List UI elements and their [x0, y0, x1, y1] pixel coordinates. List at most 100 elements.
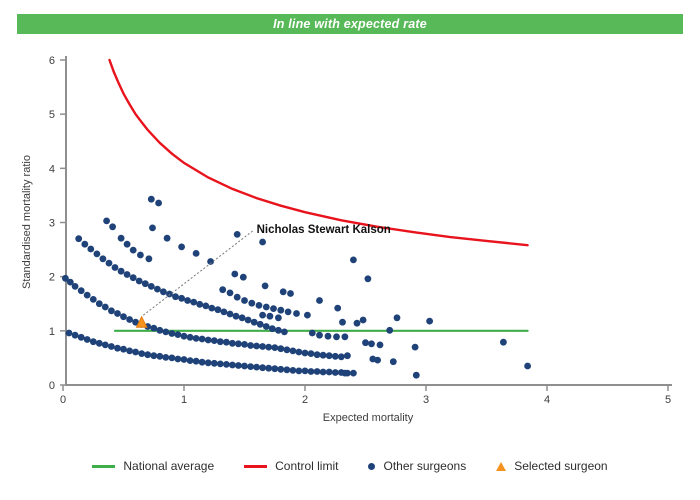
surgeon-dot[interactable] [235, 362, 242, 369]
surgeon-dot[interactable] [301, 349, 309, 357]
surgeon-dot[interactable] [233, 231, 241, 238]
surgeon-dot[interactable] [65, 329, 73, 337]
surgeon-dot[interactable] [95, 339, 103, 347]
surgeon-dot[interactable] [77, 287, 85, 295]
surgeon-dot[interactable] [198, 358, 206, 366]
surgeon-dot[interactable] [350, 256, 357, 264]
surgeon-dot[interactable] [287, 290, 294, 297]
surgeon-dot[interactable] [226, 289, 234, 297]
surgeon-dot[interactable] [333, 333, 340, 341]
surgeon-dot[interactable] [144, 351, 152, 359]
surgeon-dot[interactable] [308, 329, 316, 337]
surgeon-dot[interactable] [117, 267, 125, 275]
surgeon-dot[interactable] [196, 300, 204, 308]
surgeon-dot[interactable] [265, 343, 273, 351]
surgeon-dot[interactable] [283, 346, 291, 354]
surgeon-dot[interactable] [89, 338, 97, 346]
surgeon-dot[interactable] [289, 347, 297, 355]
surgeon-dot[interactable] [204, 336, 212, 344]
surgeon-dot[interactable] [162, 354, 170, 361]
surgeon-dot[interactable] [87, 245, 95, 253]
surgeon-dot[interactable] [324, 332, 332, 340]
surgeon-dot[interactable] [192, 335, 200, 342]
surgeon-dot[interactable] [364, 275, 372, 283]
surgeon-dot[interactable] [313, 351, 321, 359]
surgeon-dot[interactable] [253, 342, 260, 350]
surgeon-dot[interactable] [295, 367, 303, 375]
surgeon-dot[interactable] [103, 217, 110, 225]
surgeon-dot[interactable] [141, 280, 149, 288]
surgeon-dot[interactable] [219, 286, 227, 294]
surgeon-dot[interactable] [220, 308, 228, 316]
surgeon-dot[interactable] [229, 339, 236, 347]
surgeon-dot[interactable] [411, 343, 419, 351]
surgeon-dot[interactable] [178, 243, 186, 251]
surgeon-dot[interactable] [233, 293, 241, 301]
surgeon-dot[interactable] [93, 250, 101, 258]
surgeon-dot[interactable] [120, 345, 127, 353]
surgeon-dot[interactable] [337, 353, 345, 361]
surgeon-dot[interactable] [109, 223, 116, 231]
surgeon-dot[interactable] [114, 310, 121, 317]
surgeon-dot[interactable] [277, 306, 285, 314]
surgeon-dot[interactable] [180, 332, 188, 340]
surgeon-dot[interactable] [231, 270, 239, 278]
surgeon-dot[interactable] [160, 288, 167, 296]
surgeon-dot[interactable] [316, 297, 323, 304]
surgeon-dot[interactable] [341, 333, 349, 341]
surgeon-dot[interactable] [214, 306, 222, 314]
surgeon-dot[interactable] [123, 271, 131, 278]
surgeon-dot[interactable] [105, 259, 113, 267]
surgeon-dot[interactable] [295, 348, 303, 356]
surgeon-dot[interactable] [325, 352, 333, 360]
surgeon-dot[interactable] [426, 317, 433, 325]
surgeon-dot[interactable] [126, 347, 133, 355]
surgeon-dot[interactable] [259, 364, 266, 372]
surgeon-dot[interactable] [178, 294, 186, 302]
surgeon-dot[interactable] [111, 264, 119, 271]
surgeon-dot[interactable] [307, 368, 315, 375]
surgeon-dot[interactable] [154, 285, 161, 293]
surgeon-dot[interactable] [156, 326, 164, 334]
surgeon-dot[interactable] [319, 351, 327, 359]
surgeon-dot[interactable] [232, 312, 240, 320]
surgeon-dot[interactable] [259, 311, 266, 319]
surgeon-dot[interactable] [304, 311, 311, 319]
surgeon-dot[interactable] [204, 359, 212, 367]
surgeon-dot[interactable] [89, 296, 97, 303]
surgeon-dot[interactable] [126, 316, 133, 323]
surgeon-dot[interactable] [238, 314, 246, 322]
surgeon-dot[interactable] [275, 314, 282, 322]
selected-surgeon-marker[interactable] [135, 315, 148, 328]
surgeon-dot[interactable] [339, 318, 346, 326]
surgeon-dot[interactable] [101, 303, 109, 311]
surgeon-dot[interactable] [114, 344, 121, 352]
surgeon-dot[interactable] [334, 304, 342, 312]
surgeon-dot[interactable] [168, 354, 176, 362]
surgeon-dot[interactable] [350, 369, 357, 377]
surgeon-dot[interactable] [132, 318, 140, 326]
surgeon-dot[interactable] [223, 338, 230, 346]
surgeon-dot[interactable] [117, 234, 125, 242]
surgeon-dot[interactable] [108, 343, 115, 350]
surgeon-dot[interactable] [241, 341, 248, 348]
surgeon-dot[interactable] [271, 344, 279, 351]
surgeon-dot[interactable] [284, 308, 292, 316]
surgeon-dot[interactable] [331, 352, 339, 360]
surgeon-dot[interactable] [162, 328, 170, 336]
surgeon-dot[interactable] [149, 224, 156, 232]
surgeon-dot[interactable] [241, 362, 248, 370]
surgeon-dot[interactable] [250, 318, 258, 326]
surgeon-dot[interactable] [207, 258, 215, 265]
surgeon-dot[interactable] [256, 320, 264, 328]
surgeon-dot[interactable] [500, 338, 507, 346]
surgeon-dot[interactable] [145, 255, 153, 263]
surgeon-dot[interactable] [77, 333, 85, 341]
surgeon-dot[interactable] [135, 277, 143, 285]
surgeon-dot[interactable] [190, 298, 198, 306]
surgeon-dot[interactable] [101, 341, 109, 349]
surgeon-dot[interactable] [262, 323, 270, 330]
surgeon-dot[interactable] [192, 357, 200, 365]
surgeon-dot[interactable] [261, 282, 269, 290]
surgeon-dot[interactable] [239, 273, 247, 281]
